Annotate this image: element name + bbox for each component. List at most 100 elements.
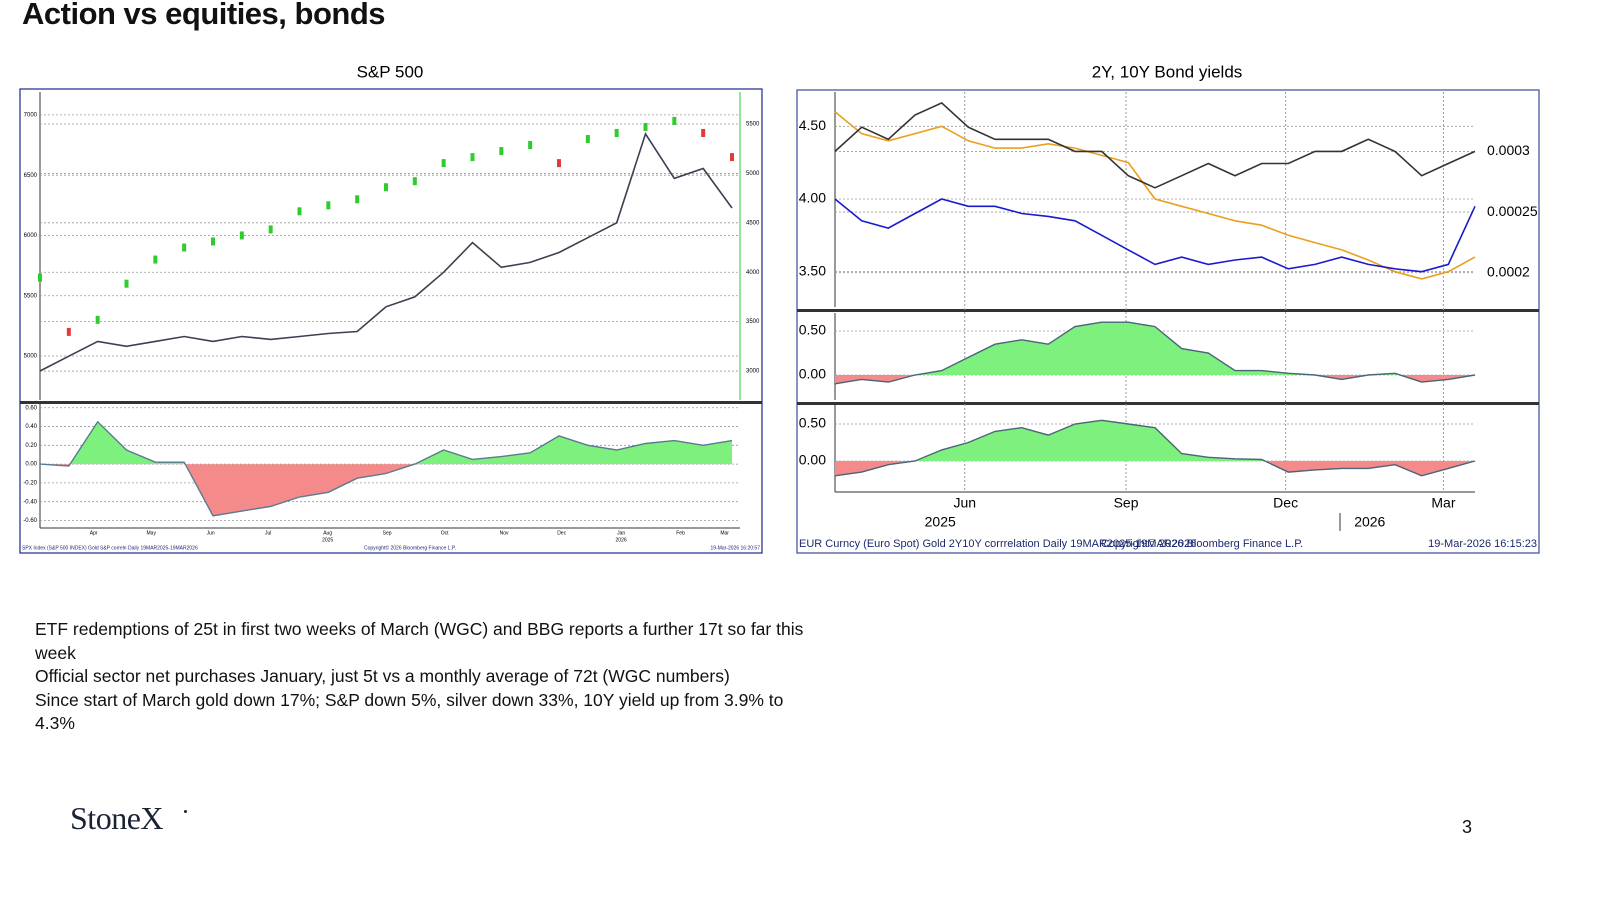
candle: [297, 207, 302, 216]
candle: [239, 231, 244, 240]
y-tick-label: 0.00: [25, 462, 37, 468]
area-positive: [914, 420, 1475, 462]
y-tick-label: 4.50: [799, 117, 826, 133]
slide-title: Action vs equities, bonds: [22, 0, 386, 31]
candle: [153, 255, 158, 264]
chart-footer: EUR Curncy (Euro Spot) Gold 2Y10Y corrre…: [799, 538, 1196, 550]
notes: ETF redemptions of 25t in first two week…: [35, 618, 805, 736]
candle: [643, 122, 648, 131]
area-line: [834, 419, 1476, 477]
chart-footer: 19-Mar-2026 16:20:57: [711, 545, 761, 551]
area-positive: [835, 322, 1475, 376]
x-tick-label: Apr: [90, 530, 98, 536]
candle: [268, 225, 273, 234]
candle: [355, 195, 360, 204]
x-tick-label: Feb: [676, 530, 685, 536]
y-tick-label: 4000: [746, 270, 760, 276]
x-tick-label: May: [147, 530, 157, 536]
x-tick-label: Jun: [953, 495, 976, 511]
area-negative: [40, 464, 732, 516]
y-tick-label: 0.40: [25, 424, 37, 430]
panel-separator: [797, 309, 1539, 312]
note: ETF redemptions of 25t in first two week…: [35, 619, 804, 663]
area-negative: [835, 375, 1475, 384]
y-tick-label: 0.0002: [1487, 263, 1530, 279]
x-tick-label: Oct: [441, 530, 449, 536]
candle: [557, 159, 561, 168]
chart-footer: SPX Index (S&P 500 INDEX) Gold S&P corre…: [22, 545, 198, 551]
y-tick-label: 0.0003: [1487, 142, 1530, 158]
chart-footer: 19-Mar-2026 16:15:23: [1428, 538, 1537, 550]
candle: [730, 153, 734, 162]
y-tick-label: -0.60: [23, 518, 37, 524]
y-tick-label: 4500: [746, 220, 760, 226]
series-line: [834, 101, 1476, 189]
x-tick-label: Aug: [323, 530, 332, 536]
y-tick-label: 6500: [24, 173, 38, 179]
y-tick-label: 0.00: [799, 366, 826, 382]
y-tick-label: -0.40: [23, 499, 37, 505]
y-tick-label: 0.00025: [1487, 203, 1538, 219]
candle: [528, 141, 533, 150]
y-tick-label: 0.20: [25, 443, 37, 449]
series-line: [834, 111, 1476, 280]
x-tick-label: Sep: [1114, 495, 1139, 511]
x-tick-label: Jun: [207, 530, 215, 536]
candle: [326, 201, 331, 210]
page-number: 3: [1462, 817, 1473, 837]
y-tick-label: 3500: [746, 319, 760, 325]
y-tick-label: 5500: [24, 293, 38, 299]
candle: [441, 159, 446, 168]
chart-title: S&P 500: [357, 62, 424, 81]
charts: S&P 500 Apr May Jun Jul Aug Sep Oct Nov Dec Jan Feb…: [19, 62, 1540, 554]
candle: [470, 153, 475, 162]
logo: StoneX: [70, 800, 164, 836]
chart-frame: [19, 88, 763, 554]
y-tick-label: 0.60: [25, 405, 37, 411]
y-tick-label: 3.50: [799, 262, 826, 278]
candle: [66, 327, 71, 336]
candle: [701, 128, 706, 137]
y-tick-label: 3000: [746, 369, 760, 375]
x-tick-label: Dec: [557, 530, 566, 536]
year-label: 2025: [925, 514, 956, 530]
candle: [124, 279, 129, 288]
year-label: 2025: [322, 537, 333, 543]
x-tick-label: Jan: [617, 530, 625, 536]
area-line: [834, 321, 1476, 385]
panel-separator: [797, 402, 1539, 405]
candle: [614, 128, 619, 137]
x-tick-label: Sep: [383, 530, 392, 536]
y-tick-label: 5000: [24, 354, 38, 360]
area-negative: [835, 461, 1475, 476]
year-label: 2026: [1354, 514, 1385, 530]
y-tick-label: 5500: [746, 122, 760, 128]
chart-footer: Copyright© 2026 Bloomberg Finance L.P.: [1101, 538, 1303, 550]
x-tick-label: Mar: [720, 530, 729, 536]
year-label: 2026: [616, 537, 627, 543]
y-tick-label: 4.00: [799, 190, 826, 206]
y-tick-label: 0.50: [799, 322, 826, 338]
candle: [499, 147, 504, 156]
x-tick-label: Dec: [1273, 495, 1298, 511]
area-line: [39, 420, 733, 517]
logo-mark: [184, 810, 187, 813]
chart-footer: Copyright© 2026 Bloomberg Finance L.P.: [364, 544, 456, 551]
candle: [585, 135, 590, 144]
panel-separator: [20, 401, 762, 404]
candle: [182, 243, 187, 252]
series-line: [834, 198, 1476, 273]
x-tick-label: Jul: [265, 530, 271, 536]
note: Since start of March gold down 17%; S&P …: [35, 689, 784, 734]
x-tick-label: Nov: [500, 530, 509, 536]
y-tick-label: 0.50: [799, 415, 826, 431]
candle: [211, 237, 215, 246]
y-tick-label: -0.20: [23, 480, 37, 486]
y-tick-label: 7000: [24, 112, 38, 118]
area-positive: [40, 421, 732, 465]
chart-title: 2Y, 10Y Bond yields: [1092, 62, 1243, 81]
x-tick-label: Mar: [1431, 495, 1455, 511]
note: Official sector net purchases January, j…: [35, 666, 730, 686]
candle: [412, 177, 417, 186]
y-tick-label: 0.00: [799, 452, 826, 468]
